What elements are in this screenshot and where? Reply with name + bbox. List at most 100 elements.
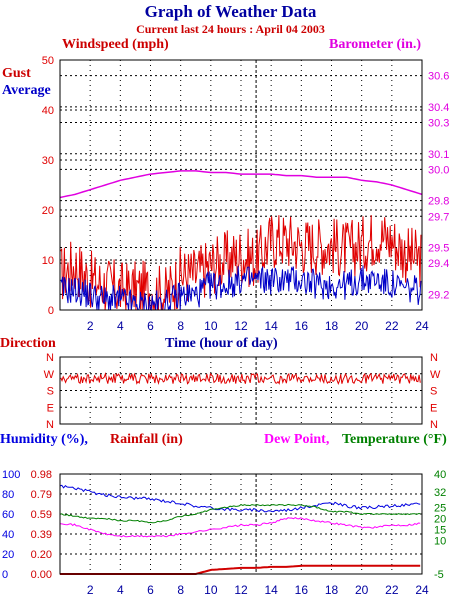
humidity-axis-label: Humidity (%), [0,432,88,447]
temperature-tick-label: -5 [434,569,444,581]
wind-tick-label: 40 [42,105,54,117]
direction-tick-label: S [47,386,54,398]
direction-gridlines [60,356,423,425]
x-tick-label: 2 [87,319,94,333]
x-tick-label: 22 [385,319,399,333]
humidity-tick-label: 40 [2,529,14,541]
wind-plot-frame [59,59,423,311]
humidity-tick-label: 80 [2,489,14,501]
direction-panel-label: Direction [0,336,56,351]
rainfall-tick-label: 0.20 [31,549,52,561]
wind-tick-label: 50 [42,55,54,67]
x-tick-label-bottom: 2 [87,583,94,597]
x-tick-label: 8 [177,319,184,333]
temperature-tick-label: 20 [434,513,446,525]
barometer-tick-label: 30.3 [428,118,449,130]
x-tick-label: 18 [325,319,339,333]
x-tick-label: 14 [264,319,278,333]
x-tick-label-bottom: 14 [264,583,278,597]
direction-tick-label-right: W [430,369,441,381]
x-tick-label-bottom: 12 [234,583,248,597]
temperature-axis-label: Temperature (°F) [342,432,447,447]
humidity-panel [59,473,423,575]
temperature-tick-label: 32 [434,487,446,499]
wind-series [59,170,423,311]
direction-tick-label-right: S [430,386,437,398]
x-tick-label: 10 [204,319,218,333]
direction-series-line [60,371,421,385]
barometer-tick-label: 29.5 [428,243,449,255]
wind-tick-label: 30 [42,155,54,167]
x-tick-label-bottom: 8 [177,583,184,597]
barometer-tick-label: 30.4 [428,102,449,114]
x-tick-label: 12 [234,319,248,333]
wind-tick-label: 20 [42,205,54,217]
direction-tick-label: E [47,402,54,414]
barometer-tick-label: 29.8 [428,196,449,208]
windspeed-axis-label: Windspeed (mph) [62,37,169,52]
x-tick-label-bottom: 16 [295,583,309,597]
humidity-tick-label: 0 [2,569,8,581]
x-tick-label: 24 [415,319,429,333]
x-tick-label: 4 [117,319,124,333]
direction-plot-frame [59,356,423,425]
dewpoint-axis-label: Dew Point, [264,432,330,447]
x-tick-label-bottom: 20 [355,583,369,597]
axis-tick-labels: 0102030405029.229.429.529.729.830.030.13… [2,55,449,597]
average-legend-label: Average [2,83,51,98]
barometer-tick-label: 29.2 [428,289,449,301]
direction-tick-label-right: N [430,419,438,431]
barometer-tick-label: 30.6 [428,71,449,83]
x-tick-label-bottom: 18 [325,583,339,597]
barometer-axis-label: Barometer (in.) [329,37,422,52]
direction-tick-label: N [46,352,54,364]
humidity-tick-label: 20 [2,549,14,561]
direction-tick-label: N [46,419,54,431]
barometer-tick-label: 29.7 [428,211,449,223]
temperature-tick-label: 25 [434,502,446,514]
humidity-plot-frame [59,473,423,575]
temperature-tick-label: 15 [434,525,446,537]
barometer-tick-label: 30.0 [428,164,449,176]
rainfall-tick-label: 0.59 [31,509,52,521]
x-tick-label-bottom: 10 [204,583,218,597]
rainfall-series-line [60,564,421,575]
direction-tick-label-right: N [430,352,438,364]
average-series-line [60,265,422,311]
chart-subtitle: Current last 24 hours : April 04 2003 [136,22,325,36]
x-tick-label-bottom: 6 [147,583,154,597]
time-axis-label: Time (hour of day) [165,336,278,351]
rainfall-tick-label: 0.00 [31,569,52,581]
rainfall-tick-label: 0.98 [31,469,52,481]
gust-series-line [60,215,422,311]
temperature-tick-label: 10 [434,536,446,548]
humidity-tick-label: 60 [2,509,14,521]
x-tick-label-bottom: 22 [385,583,399,597]
barometer-tick-label: 30.1 [428,149,449,161]
direction-series [60,371,421,385]
barometer-series-line [59,170,423,199]
wind-panel [59,59,423,311]
x-tick-label: 6 [147,319,154,333]
humidity-tick-label: 100 [2,469,20,481]
temperature-tick-label: 40 [434,469,446,481]
humidity-series [59,484,421,575]
barometer-tick-label: 29.4 [428,258,449,270]
chart-title: Graph of Weather Data [144,2,317,21]
humidity-series-line [59,484,421,513]
rainfall-axis-label: Rainfall (in) [110,432,183,447]
direction-tick-label-right: E [430,402,437,414]
direction-tick-label: W [44,369,55,381]
x-tick-label-bottom: 4 [117,583,124,597]
gust-legend-label: Gust [2,66,31,81]
x-tick-label: 20 [355,319,369,333]
wind-tick-label: 0 [48,305,54,317]
wind-tick-label: 10 [42,255,54,267]
x-tick-label: 16 [295,319,309,333]
x-tick-label-bottom: 24 [415,583,429,597]
direction-panel [59,356,423,425]
temperature-series-line [59,503,421,524]
rainfall-tick-label: 0.39 [31,529,52,541]
dewpoint-series-line [59,517,421,538]
